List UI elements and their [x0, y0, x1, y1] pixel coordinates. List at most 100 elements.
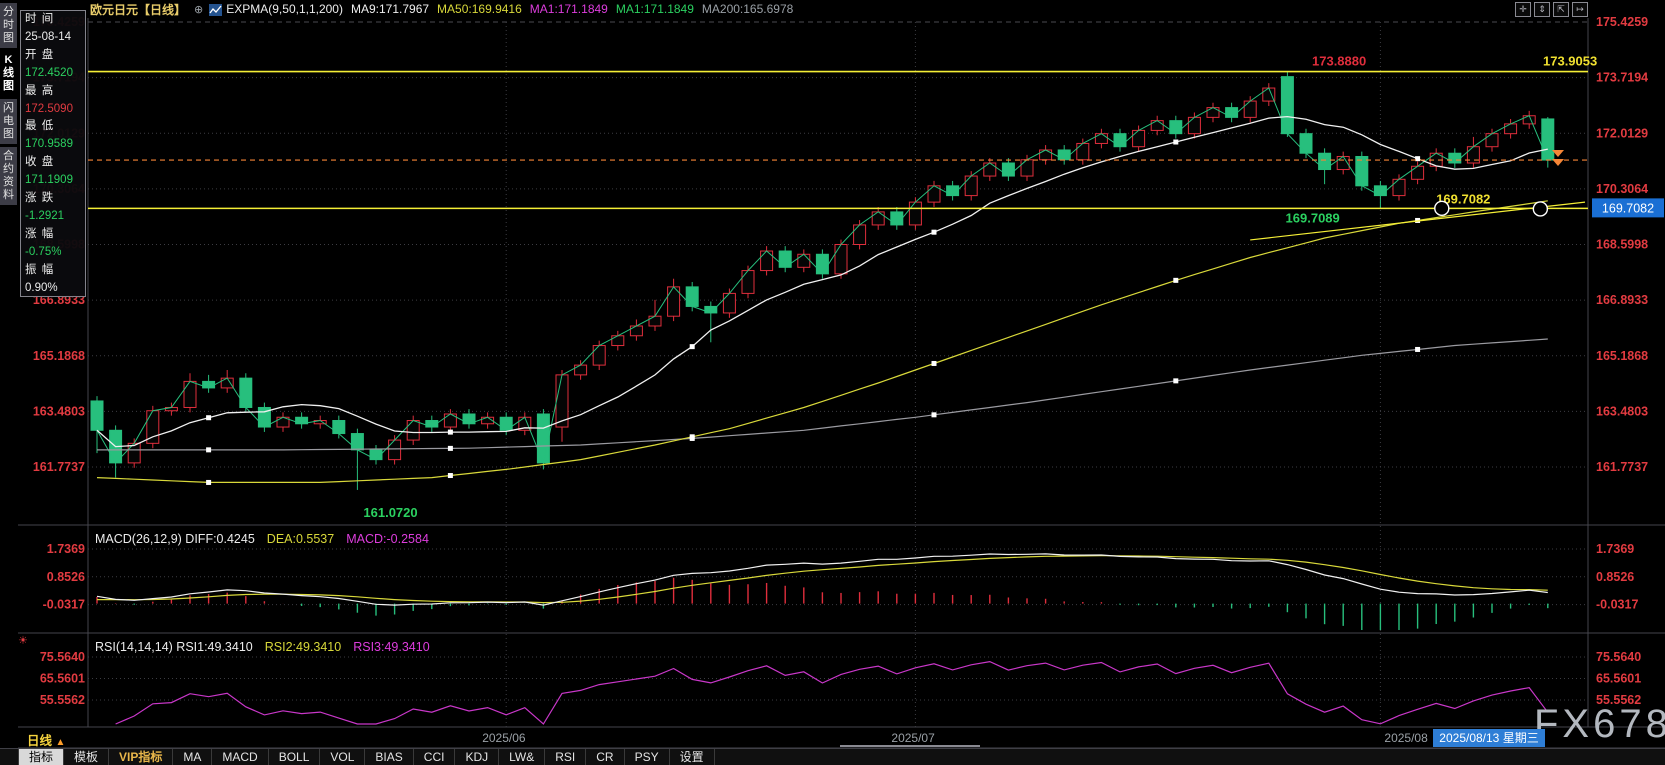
- side-tab-2[interactable]: 闪电图: [0, 99, 17, 144]
- svg-text:65.5601: 65.5601: [1596, 671, 1641, 685]
- svg-text:172.0129: 172.0129: [1596, 126, 1648, 140]
- horizontal-scrollbar[interactable]: [840, 745, 980, 747]
- info-label-0: 时 间: [25, 13, 55, 25]
- ma-legend-item-3: MA1:171.1849: [615, 2, 694, 16]
- corner-icon-group: ✛ ⇕ ⇱ ↦: [1515, 2, 1588, 17]
- info-value-2: 172.5090: [25, 102, 73, 115]
- info-label-6: 涨 幅: [25, 227, 55, 240]
- svg-text:161.7737: 161.7737: [33, 460, 85, 474]
- svg-text:168.5998: 168.5998: [1596, 238, 1648, 252]
- toolbar-item-PSY[interactable]: PSY: [625, 749, 670, 765]
- info-value-0: 25-08-14: [25, 30, 72, 43]
- svg-text:173.9053: 173.9053: [1543, 54, 1597, 69]
- svg-text:65.5601: 65.5601: [40, 671, 85, 685]
- toolbar-item-BIAS[interactable]: BIAS: [365, 749, 414, 765]
- rsi-pane: RSI(14,14,14) RSI1:49.3410 RSI2:49.3410 RS…: [95, 640, 1549, 725]
- svg-text:165.1868: 165.1868: [33, 349, 85, 363]
- rsi-settings-icon[interactable]: ☀: [18, 635, 28, 647]
- side-tab-0[interactable]: 分时图: [0, 3, 17, 48]
- toolbar-item-CR[interactable]: CR: [586, 749, 625, 765]
- ma-legend-item-4: MA200:165.6978: [701, 2, 794, 16]
- info-label-3: 最 低: [25, 120, 55, 133]
- svg-text:165.1868: 165.1868: [1596, 349, 1648, 363]
- grid-lines: [18, 18, 1665, 749]
- macd-pane: MACD(26,12,9) DIFF:0.4245 DEA:0.5537 MACD:…: [95, 532, 1549, 630]
- svg-text:163.4803: 163.4803: [1596, 404, 1648, 418]
- svg-text:173.8880: 173.8880: [1312, 54, 1366, 69]
- toolbar-item-RSI[interactable]: RSI: [545, 749, 587, 765]
- watermark: FX678: [1534, 702, 1665, 746]
- info-value-4: 171.1909: [25, 174, 73, 187]
- candlesticks[interactable]: [90, 72, 1555, 490]
- svg-text:166.8933: 166.8933: [1596, 293, 1648, 307]
- svg-text:169.7089: 169.7089: [1286, 210, 1340, 225]
- info-value-5: -1.2921: [25, 209, 65, 222]
- svg-text:75.5640: 75.5640: [1596, 650, 1641, 664]
- moving-average-lines: [96, 87, 1549, 485]
- toolbar-item-MA[interactable]: MA: [173, 749, 213, 765]
- svg-text:163.4803: 163.4803: [33, 404, 85, 418]
- info-label-1: 开 盘: [25, 48, 55, 61]
- trendline-handle: [1434, 200, 1450, 217]
- toolbar-item-模板[interactable]: 模板: [64, 749, 110, 765]
- toolbar-item-VOL[interactable]: VOL: [320, 749, 366, 765]
- top-bar: 欧元日元【日线】 ⊕ EXPMA(9,50,1,1,200) MA9:171.7…: [0, 0, 1665, 18]
- fit-vertical-icon[interactable]: ⇕: [1534, 2, 1550, 17]
- svg-text:161.0720: 161.0720: [363, 505, 417, 520]
- toolbar-item-MACD[interactable]: MACD: [212, 749, 269, 765]
- exit-icon[interactable]: ↦: [1572, 2, 1588, 17]
- side-tab-3[interactable]: 合约资料: [0, 147, 17, 205]
- trendline-handle: [1532, 201, 1549, 217]
- info-label-4: 收 盘: [25, 156, 55, 169]
- crosshair-date-badge: 2025/08/13 星期三: [1433, 729, 1545, 747]
- add-indicator-icon[interactable]: ⊕: [194, 3, 204, 16]
- info-value-1: 172.4520: [25, 66, 73, 79]
- axis-labels: 175.4259175.4259173.7194173.7194172.0129…: [33, 15, 1664, 707]
- svg-text:55.5562: 55.5562: [40, 693, 85, 707]
- fit-horizontal-icon[interactable]: ⇱: [1553, 2, 1569, 17]
- toolbar-item-BOLL[interactable]: BOLL: [269, 749, 321, 765]
- svg-text:-0.0317: -0.0317: [43, 598, 85, 612]
- svg-text:161.7737: 161.7737: [1596, 460, 1648, 474]
- annotation-lines[interactable]: 173.8880 173.9053 169.7089 169.7082 161.0720: [88, 54, 1597, 520]
- ma-legend: MA9:171.7967 MA50:169.9416 MA1:171.1849 MA1…: [351, 2, 801, 16]
- ma-legend-item-2: MA1:171.1849: [529, 2, 608, 16]
- toolbar-item-VIP指标[interactable]: VIP指标: [109, 749, 174, 765]
- period-selector[interactable]: 日线 ▲: [27, 734, 66, 748]
- svg-text:1.7369: 1.7369: [47, 542, 85, 556]
- svg-text:1.7369: 1.7369: [1596, 542, 1634, 556]
- symbol-title[interactable]: 欧元日元【日线】: [90, 2, 187, 17]
- info-value-6: -0.75%: [25, 245, 62, 258]
- svg-text:169.7082: 169.7082: [1436, 191, 1490, 206]
- move-icon[interactable]: ✛: [1515, 2, 1531, 17]
- svg-text:0.8526: 0.8526: [1596, 570, 1634, 584]
- svg-text:-0.0317: -0.0317: [1596, 598, 1638, 612]
- ohlc-info-panel: 时 间 25-08-14 开 盘 172.4520 最 高 172.5090 最 低 170.…: [20, 10, 86, 297]
- info-label-2: 最 高: [25, 84, 55, 97]
- svg-text:170.3064: 170.3064: [1596, 182, 1648, 196]
- svg-text:173.7194: 173.7194: [1596, 71, 1648, 85]
- x-axis-label-2025/07: 2025/07: [891, 731, 935, 745]
- ma-legend-item-0: MA9:171.7967: [350, 2, 430, 16]
- toolbar-item-指标[interactable]: 指标: [19, 749, 65, 765]
- svg-text:169.7082: 169.7082: [1602, 201, 1654, 215]
- toolbar-item-LW&[interactable]: LW&: [499, 749, 546, 765]
- bottom-toolbar: 指标 模板 VIP指标 MA MACD BOLL VOL BIAS CCI KDJ LW& RSI CR…: [0, 748, 1665, 765]
- svg-text:175.4259: 175.4259: [1596, 15, 1648, 29]
- price-marker-arrows: [1552, 150, 1564, 167]
- svg-text:75.5640: 75.5640: [40, 650, 85, 664]
- svg-text:0.8526: 0.8526: [47, 570, 85, 584]
- info-label-5: 涨 跌: [25, 192, 55, 205]
- x-axis-label-2025/08: 2025/08: [1384, 731, 1428, 745]
- toolbar-item-CCI[interactable]: CCI: [414, 749, 456, 765]
- x-axis-label-2025/06: 2025/06: [482, 731, 526, 745]
- chart-type-icon[interactable]: [209, 4, 223, 16]
- ma-legend-item-1: MA50:169.9416: [437, 2, 522, 16]
- toolbar-item-设置[interactable]: 设置: [670, 749, 715, 765]
- info-value-7: 0.90%: [25, 281, 58, 294]
- toolbar-item-KDJ[interactable]: KDJ: [455, 749, 500, 765]
